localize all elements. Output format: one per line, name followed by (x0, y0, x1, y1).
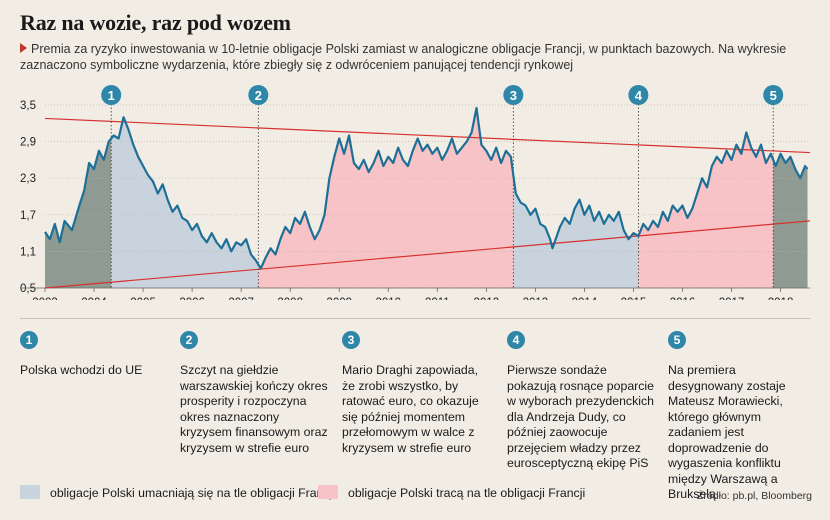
x-tick-label: 2012 (474, 297, 500, 300)
annotation-text: Polska wchodzi do UE (20, 363, 143, 377)
annotation-text: Pierwsze sondaże pokazują rosnące poparc… (507, 363, 654, 470)
event-marker-5 (763, 85, 784, 105)
legend-label: obligacje Polski tracą na tle obligacji … (348, 486, 586, 500)
annotation-text: Mario Draghi zapowiada, że zrobi wszystk… (342, 363, 479, 455)
y-tick-label: 3,5 (20, 100, 36, 112)
legend-swatch (318, 485, 338, 499)
annotation-5: 5 Na premiera desygnowany zostaje Mateus… (668, 331, 808, 503)
x-tick-label: 2015 (621, 297, 647, 300)
annotation-number: 4 (507, 331, 525, 349)
annotation-3: 3 Mario Draghi zapowiada, że zrobi wszys… (342, 331, 492, 456)
x-tick-label: 2003 (32, 297, 58, 300)
triangle-bullet-icon (20, 43, 27, 53)
subtitle-text: Premia za ryzyko inwestowania w 10-letni… (20, 42, 787, 72)
annotation-2: 2 Szczyt na giełdzie warszawskiej kończy… (180, 331, 330, 456)
x-tick-label: 2010 (375, 297, 401, 300)
event-marker-label: 2 (255, 88, 262, 103)
shaded-period-2 (111, 117, 259, 288)
y-tick-label: 2,9 (20, 137, 36, 149)
x-tick-label: 2004 (81, 297, 107, 300)
annotation-number: 2 (180, 331, 198, 349)
shaded-period-6 (773, 153, 808, 288)
shaded-period-3 (258, 108, 514, 288)
x-tick-label: 2007 (228, 297, 254, 300)
shaded-period-4 (513, 175, 639, 288)
x-tick-label: 2008 (277, 297, 303, 300)
event-marker-label: 3 (510, 88, 517, 103)
annotation-1: 1 Polska wchodzi do UE (20, 331, 170, 379)
legend-label: obligacje Polski umacniają się na tle ob… (50, 486, 336, 500)
event-marker-1 (101, 85, 122, 105)
x-tick-label: 2005 (130, 297, 156, 300)
divider (20, 318, 810, 319)
source-note: Źródło: pb.pl, Bloomberg (697, 490, 812, 502)
legend-swatch (20, 485, 40, 499)
x-tick-label: 2017 (719, 297, 745, 300)
line-chart: 0,5 1,1 1,7 2,3 2,9 3,5 2003 2004 2005 2006 2007 20… (20, 85, 811, 300)
chart-subtitle: Premia za ryzyko inwestowania w 10-letni… (20, 41, 820, 73)
event-marker-3 (503, 85, 524, 105)
event-marker-2 (248, 85, 269, 105)
legend-item-umacniaja: obligacje Polski umacniają się na tle ob… (20, 485, 335, 500)
series-line (44, 106, 809, 270)
trend-line-2 (44, 220, 811, 289)
event-marker-label: 1 (108, 88, 115, 103)
shaded-period-5 (638, 132, 774, 288)
annotation-number: 3 (342, 331, 360, 349)
annotation-number: 5 (668, 331, 686, 349)
annotation-number: 1 (20, 331, 38, 349)
legend-item-traca: obligacje Polski tracą na tle obligacji … (318, 485, 585, 500)
y-tick-label: 1,7 (20, 210, 36, 222)
x-tick-label: 2009 (326, 297, 352, 300)
x-tick-label: 2006 (179, 297, 205, 300)
y-tick-label: 1,1 (20, 246, 36, 258)
event-marker-label: 4 (635, 88, 643, 103)
event-marker-4 (628, 85, 649, 105)
annotation-4: 4 Pierwsze sondaże pokazują rosnące popa… (507, 331, 657, 472)
chart-title: Raz na wozie, raz pod wozem (20, 10, 291, 35)
annotation-text: Na premiera desygnowany zostaje Mateusz … (668, 363, 786, 501)
y-tick-label: 2,3 (20, 173, 36, 185)
x-tick-label: 2011 (425, 297, 450, 300)
event-marker-label: 5 (770, 88, 777, 103)
x-tick-label: 2016 (670, 297, 696, 300)
x-tick-label: 2014 (572, 297, 598, 300)
annotation-text: Szczyt na giełdzie warszawskiej kończy o… (180, 363, 328, 455)
trend-line-1 (44, 117, 811, 154)
y-tick-label: 0,5 (20, 283, 36, 295)
x-tick-label: 2018 (768, 297, 794, 300)
x-tick-label: 2013 (523, 297, 549, 300)
